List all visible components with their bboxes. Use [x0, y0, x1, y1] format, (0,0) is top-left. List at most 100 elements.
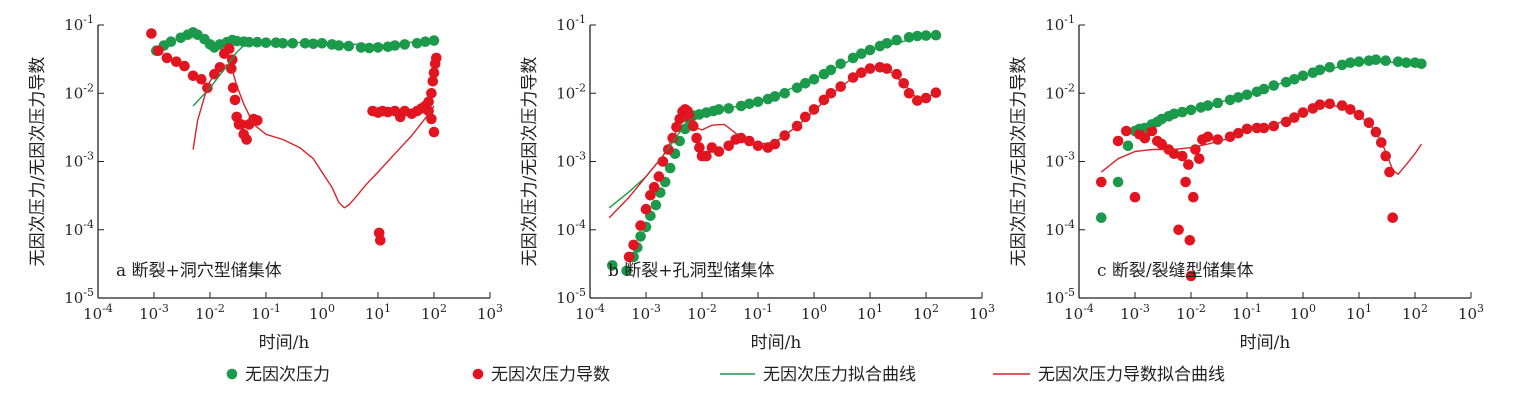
derivative-fit-curve	[1100, 103, 1422, 176]
y-tick-label: 10-2	[556, 81, 586, 102]
derivative-point	[912, 95, 923, 106]
chart-panel-b: 10-4 10-3 10-2 10-1 100 101 102 10310-510-410-3…	[520, 13, 995, 353]
x-axis-label: 时间/h	[1240, 333, 1291, 353]
pressure-point	[1096, 212, 1107, 223]
derivative-point	[701, 150, 712, 162]
y-tick-label: 10-3	[1045, 150, 1075, 171]
derivative-point	[227, 82, 239, 94]
pressure-point	[287, 38, 299, 49]
legend-derivative-label: 无因次压力导数	[491, 365, 610, 385]
derivative-point	[653, 171, 665, 182]
derivative-point	[1180, 176, 1191, 188]
y-axis-label: 无因次压力/无因次压力导数	[28, 57, 48, 267]
legend-pressure-fit-label: 无因次压力拟合曲线	[763, 365, 916, 385]
x-tick-label: 100	[801, 302, 827, 323]
derivative-point	[623, 251, 635, 263]
derivative-point	[146, 28, 157, 39]
panel-label: b 断裂+孔洞型储集体	[608, 261, 775, 281]
y-tick-label: 10-3	[556, 150, 586, 171]
pressure-fit-curve	[608, 34, 927, 209]
x-tick-label: 101	[1346, 302, 1372, 323]
pressure-point	[399, 39, 411, 50]
x-tick-label: 103	[477, 302, 503, 323]
x-tick-label: 10-3	[139, 302, 169, 323]
derivative-point	[426, 113, 437, 125]
derivative-point	[713, 146, 725, 157]
x-tick-label: 10-4	[83, 302, 113, 323]
derivative-point	[1129, 191, 1141, 203]
pressure-point	[1416, 58, 1427, 70]
x-tick-label: 10-4	[575, 302, 605, 323]
derivative-point	[903, 88, 915, 99]
y-tick-label: 10-5	[1045, 286, 1075, 307]
derivative-point	[808, 104, 820, 115]
derivative-point	[800, 111, 811, 123]
x-tick-label: 10-3	[631, 302, 661, 323]
derivative-point	[635, 220, 646, 231]
derivative-point	[684, 111, 695, 123]
derivative-point	[153, 45, 164, 56]
pressure-point	[1324, 62, 1335, 73]
y-tick-label: 10-5	[64, 286, 94, 307]
derivative-point	[1363, 117, 1375, 128]
derivative-point	[187, 70, 199, 82]
derivative-point	[1168, 148, 1180, 159]
derivative-point	[171, 56, 182, 67]
x-tick-label: 10-1	[743, 302, 773, 323]
x-tick-label: 100	[309, 302, 335, 323]
pressure-point	[679, 123, 691, 135]
pressure-point	[308, 38, 319, 50]
y-axis-label: 无因次压力/无因次压力导数	[1009, 57, 1029, 267]
derivative-fit-curve	[192, 64, 435, 209]
pressure-point	[635, 231, 646, 242]
derivative-point	[426, 88, 437, 99]
pressure-point	[650, 199, 662, 211]
derivative-point	[1173, 224, 1184, 236]
x-tick-label: 10-2	[195, 302, 225, 323]
pressure-point	[1370, 54, 1382, 65]
y-tick-label: 10-2	[64, 81, 94, 102]
derivative-point	[1146, 125, 1158, 137]
derivative-point	[1121, 125, 1132, 137]
derivative-point	[1193, 153, 1205, 164]
derivative-point	[1202, 131, 1214, 143]
derivative-point	[229, 94, 241, 106]
derivative-point	[671, 121, 682, 133]
y-tick-label: 10-1	[1045, 13, 1075, 34]
x-tick-label: 100	[1290, 302, 1316, 323]
legend-pressure-marker	[226, 368, 238, 380]
pressure-point	[372, 42, 384, 53]
derivative-point	[628, 239, 639, 251]
chart-panel-a: 10-4 10-3 10-2 10-1 100 101 102 10310-510-410-3…	[28, 13, 503, 353]
derivative-point	[161, 52, 173, 64]
chart-panel-c: 10-4 10-3 10-2 10-1 100 101 102 10310-510-410-3…	[1009, 13, 1484, 353]
derivative-point	[235, 119, 247, 130]
derivative-point	[423, 96, 434, 108]
pressure-point	[277, 38, 289, 49]
x-tick-label: 103	[1458, 302, 1484, 323]
pressure-point	[1122, 140, 1134, 152]
x-tick-label: 10-2	[687, 302, 717, 323]
derivative-point	[723, 140, 734, 152]
derivative-point	[1096, 176, 1107, 188]
pressure-fit-curve	[1139, 61, 1416, 131]
x-tick-label: 10-3	[1120, 302, 1150, 323]
derivative-point	[1112, 135, 1124, 147]
pressure-point	[607, 260, 618, 271]
derivative-point	[891, 68, 902, 80]
derivative-point	[825, 88, 837, 99]
derivative-point	[251, 115, 263, 126]
derivative-point	[1184, 235, 1196, 246]
derivative-point	[1387, 212, 1398, 223]
pressure-fit-curve	[192, 39, 435, 107]
x-axis-label: 时间/h	[259, 333, 310, 353]
y-tick-label: 10-1	[64, 13, 94, 34]
x-tick-label: 10-1	[251, 302, 281, 323]
derivative-point	[1183, 159, 1194, 170]
derivative-point	[196, 74, 207, 85]
legend-derivative-fit-label: 无因次压力导数拟合曲线	[1038, 365, 1225, 385]
derivative-point	[688, 120, 699, 132]
pressure-point	[389, 40, 401, 51]
derivative-point	[640, 203, 652, 215]
x-tick-label: 102	[421, 302, 447, 323]
